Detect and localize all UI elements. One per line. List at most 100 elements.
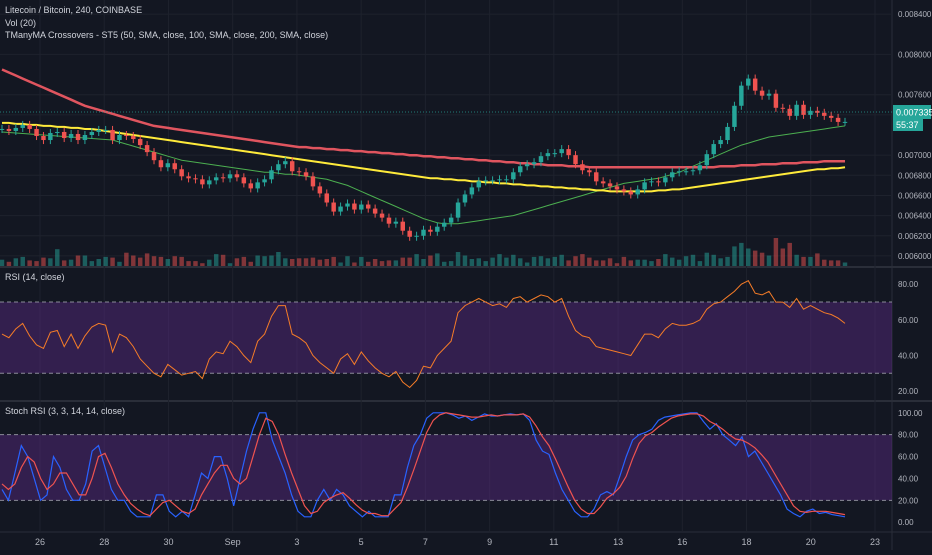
candle-body: [324, 193, 329, 203]
candle-body: [656, 181, 661, 183]
symbol-title[interactable]: Litecoin / Bitcoin, 240, COINBASE: [5, 5, 142, 15]
stoch-indicator-label[interactable]: Stoch RSI (3, 3, 14, 14, close): [5, 406, 125, 416]
candle-body: [773, 93, 779, 108]
volume-bar: [511, 254, 516, 266]
candle-body: [462, 194, 468, 203]
volume-bar: [455, 252, 461, 266]
rsi-tick-label: 20.00: [898, 387, 919, 396]
candle-body: [255, 182, 260, 189]
volume-bar: [20, 256, 25, 266]
time-tick-label: 23: [870, 537, 880, 547]
volume-bar: [835, 260, 841, 266]
ma-line-ma200: [1, 68, 845, 169]
candle-body: [483, 180, 488, 182]
volume-bar: [82, 255, 88, 266]
volume-indicator-label[interactable]: Vol (20): [5, 18, 36, 28]
time-tick-label: 5: [359, 537, 364, 547]
candle-body: [511, 172, 516, 180]
volume-bar: [594, 260, 599, 266]
volume-bar: [808, 256, 813, 266]
stoch-tick-label: 80.00: [898, 431, 919, 440]
volume-bar: [248, 261, 253, 266]
candle-body: [442, 222, 447, 227]
stoch-tick-label: 40.00: [898, 474, 919, 483]
price-tick-label: 0.008000: [898, 50, 932, 59]
countdown-text: 55:37: [896, 120, 919, 130]
candle-body: [124, 135, 129, 137]
candle-body: [75, 133, 81, 141]
candle-body: [614, 186, 620, 190]
candle-body: [759, 90, 765, 96]
candle-body: [732, 105, 737, 127]
volume-bar: [103, 256, 108, 266]
stoch-d-line: [1, 412, 846, 517]
candle-body: [421, 229, 426, 236]
volume-bar: [255, 255, 260, 266]
candle-body: [704, 154, 710, 166]
candle-body: [739, 85, 744, 106]
candle-body: [497, 179, 502, 181]
volume-bar: [842, 262, 848, 266]
time-tick-label: 3: [294, 537, 299, 547]
candle-body: [518, 166, 523, 173]
volume-bar: [158, 256, 164, 266]
volume-bar: [580, 254, 585, 266]
ma-line-ma50: [1, 125, 846, 225]
volume-bar: [552, 256, 558, 266]
candle-body: [725, 126, 730, 141]
candle-body: [262, 179, 267, 183]
volume-bar: [676, 259, 682, 266]
volume-bar: [787, 242, 792, 266]
volume-bar: [379, 261, 385, 266]
candle-body: [365, 204, 371, 209]
price-tick-label: 0.007000: [898, 151, 932, 160]
candle-body: [227, 174, 233, 179]
volume-bar: [739, 242, 744, 266]
stoch-band-fill: [0, 434, 892, 501]
volume-bar: [573, 256, 578, 266]
volume-bar: [234, 258, 240, 266]
rsi-indicator-label[interactable]: RSI (14, close): [5, 272, 65, 282]
candle-body: [490, 180, 495, 182]
candle-body: [587, 170, 592, 173]
axis-labels: 26 28 30 Sep 3 5 7 9 11 13 16 18 20 23 0.008400 0.00800…: [35, 10, 932, 547]
volume-bar: [538, 256, 544, 266]
volume-bars: [0, 238, 848, 266]
time-tick-label: 11: [549, 537, 558, 547]
volume-bar: [96, 259, 101, 266]
volume-bar: [6, 261, 12, 266]
candle-body: [117, 135, 122, 141]
volume-bar: [117, 261, 122, 266]
volume-bar: [732, 246, 737, 266]
candle-body: [580, 164, 585, 171]
candle-body: [55, 131, 60, 133]
candle-body: [683, 171, 689, 173]
volume-bar: [518, 258, 523, 266]
candle-body: [635, 189, 640, 195]
volume-bar: [725, 256, 730, 266]
volume-bar: [828, 260, 834, 266]
candle-body: [428, 229, 433, 232]
candle-body: [766, 93, 772, 96]
candle-body: [676, 171, 682, 173]
volume-bar: [442, 261, 447, 266]
volume-bar: [27, 260, 32, 266]
volume-bar: [55, 249, 60, 266]
price-tick-label: 0.008400: [898, 10, 932, 19]
rsi-line-group: [1, 280, 846, 389]
candle-body: [435, 226, 440, 232]
ma-indicator-label[interactable]: TManyMA Crossovers - ST5 (50, SMA, close…: [5, 30, 328, 40]
volume-bar: [815, 253, 820, 266]
candle-body: [82, 135, 88, 141]
volume-bar: [421, 259, 426, 266]
volume-bar: [649, 261, 654, 266]
volume-bar: [283, 258, 288, 266]
volume-bar: [524, 262, 530, 266]
volume-bar: [690, 254, 696, 266]
candle-body: [234, 174, 240, 178]
time-tick-label: 7: [423, 537, 428, 547]
candle-body: [338, 206, 343, 212]
stoch-k-line: [1, 412, 846, 518]
